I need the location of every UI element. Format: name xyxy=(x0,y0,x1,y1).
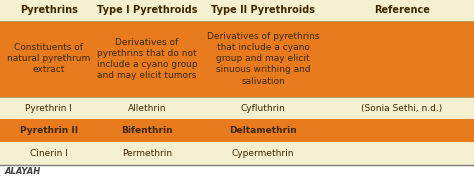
Bar xyxy=(97,21,197,97)
Bar xyxy=(0,0,97,21)
Text: Constituents of
natural pyrethrum
extract: Constituents of natural pyrethrum extrac… xyxy=(7,43,90,74)
Text: Pyrethrin I: Pyrethrin I xyxy=(25,104,72,113)
Bar xyxy=(0,21,97,97)
Bar xyxy=(97,97,197,119)
Text: Permethrin: Permethrin xyxy=(122,149,172,158)
Text: Reference: Reference xyxy=(374,5,429,15)
Bar xyxy=(0,142,97,165)
Text: Pyrethrin II: Pyrethrin II xyxy=(19,126,78,135)
Bar xyxy=(197,142,329,165)
Bar xyxy=(197,21,329,97)
Bar xyxy=(329,0,474,21)
Text: Deltamethrin: Deltamethrin xyxy=(229,126,297,135)
Text: Cinerin I: Cinerin I xyxy=(30,149,67,158)
Bar xyxy=(97,0,197,21)
Bar xyxy=(197,97,329,119)
Bar xyxy=(0,119,97,142)
Text: (Sonia Sethi, n.d.): (Sonia Sethi, n.d.) xyxy=(361,104,442,113)
Bar xyxy=(197,119,329,142)
Bar xyxy=(329,142,474,165)
Bar xyxy=(329,119,474,142)
Bar xyxy=(329,21,474,97)
Text: Allethrin: Allethrin xyxy=(128,104,166,113)
Text: Pyrethrins: Pyrethrins xyxy=(19,5,78,15)
Bar xyxy=(97,119,197,142)
Bar xyxy=(197,0,329,21)
Text: Derivatives of pyrethrins
that include a cyano
group and may elicit
sinuous writ: Derivatives of pyrethrins that include a… xyxy=(207,32,319,86)
Text: Type I Pyrethroids: Type I Pyrethroids xyxy=(97,5,197,15)
Bar xyxy=(329,97,474,119)
Text: Derivatives of
pyrethrins that do not
include a cyano group
and may elicit tumor: Derivatives of pyrethrins that do not in… xyxy=(97,38,197,80)
Text: Cypermethrin: Cypermethrin xyxy=(232,149,294,158)
Bar xyxy=(0,97,97,119)
Bar xyxy=(97,142,197,165)
Text: Bifenthrin: Bifenthrin xyxy=(121,126,173,135)
Text: ALAYAH: ALAYAH xyxy=(5,167,41,176)
Text: Type II Pyrethroids: Type II Pyrethroids xyxy=(211,5,315,15)
Text: Cyfluthrin: Cyfluthrin xyxy=(241,104,285,113)
